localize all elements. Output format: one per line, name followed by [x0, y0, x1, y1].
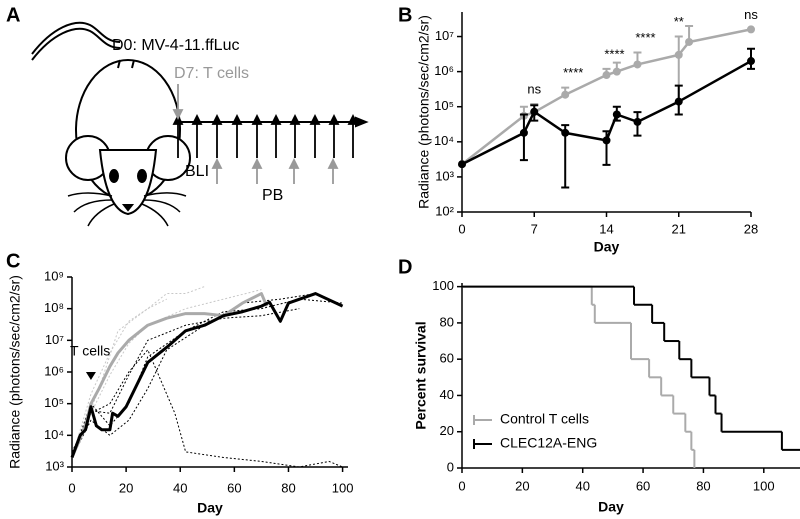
x-axis-label: Day [197, 500, 223, 516]
x-axis-label: Day [598, 499, 624, 515]
mouse-eye [109, 169, 119, 183]
injection-label: D0: MV-4-11.ffLuc [112, 37, 239, 54]
x-tick-label: 0 [68, 480, 75, 495]
data-point [602, 136, 611, 145]
data-point [747, 25, 755, 34]
bli-arrows [172, 113, 359, 158]
y-tick-label: 10³ [45, 458, 64, 473]
y-tick-label: 10⁴ [44, 427, 64, 442]
series-line [461, 28, 752, 166]
pb-arrows [172, 84, 339, 184]
y-tick-label: 10⁵ [44, 395, 64, 410]
y-tick-label: 10³ [435, 168, 454, 183]
series-line [71, 349, 343, 468]
mouse-head [98, 149, 158, 216]
series-line [70, 292, 344, 458]
data-point [530, 107, 539, 116]
data-point [633, 60, 642, 69]
significance: **** [563, 65, 583, 80]
significance: ns [527, 81, 541, 96]
significance: ns [744, 7, 758, 22]
x-tick-label: 14 [599, 221, 613, 236]
series-line [70, 292, 269, 459]
tail [31, 21, 121, 55]
whiskers [67, 192, 187, 227]
pb-label: PB [262, 187, 283, 204]
y-axis-label: Radiance (photons/sec/cm2/sr) [416, 15, 432, 209]
treatment-label: D7: T cells [174, 65, 249, 82]
y-tick-label: 60 [440, 351, 454, 366]
x-tick-label: 20 [119, 480, 133, 495]
series-line [71, 286, 205, 458]
significance: **** [635, 30, 655, 45]
x-tick-label: 100 [753, 478, 775, 493]
y-tick-label: 10⁶ [44, 363, 64, 378]
series-line [71, 298, 343, 458]
x-tick-label: 0 [458, 478, 465, 493]
y-tick-label: 10² [435, 203, 454, 218]
x-tick-label: 80 [281, 480, 295, 495]
data-point [602, 71, 611, 80]
x-tick-label: 60 [227, 480, 241, 495]
panel-label: A [6, 4, 20, 26]
x-tick-label: 80 [696, 478, 710, 493]
data-point [674, 97, 683, 106]
x-tick-label: 60 [636, 478, 650, 493]
x-tick-label: 20 [515, 478, 529, 493]
x-tick-label: 40 [575, 478, 589, 493]
legend-label: CLEC12A-ENG [500, 435, 597, 451]
data-point [519, 128, 528, 137]
y-tick-label: 10⁹ [44, 268, 64, 283]
mouse-nose [121, 204, 135, 212]
data-point [685, 37, 694, 46]
error-bar [519, 113, 528, 162]
panel-label: C [6, 250, 20, 272]
y-tick-label: 20 [440, 423, 454, 438]
data-point [674, 50, 683, 59]
y-tick-label: 100 [432, 278, 454, 293]
data-point [612, 67, 621, 76]
x-tick-label: 28 [744, 221, 758, 236]
x-tick-label: 0 [458, 221, 465, 236]
significance: ** [674, 14, 684, 29]
panel-a [29, 20, 369, 227]
data-point [561, 128, 570, 137]
legend-label: Control T cells [500, 411, 589, 427]
x-tick-label: 21 [672, 221, 686, 236]
annotation: T cells [70, 343, 110, 359]
legend-swatch [473, 439, 492, 449]
data-point [633, 117, 642, 126]
bli-label: BLI [185, 163, 209, 180]
mouse-eye [137, 169, 147, 183]
data-point [747, 57, 755, 66]
tail [31, 27, 121, 61]
y-axis-label: Radiance (photons/sec/cm2/sr) [7, 275, 23, 469]
series-line [71, 308, 300, 455]
y-tick-label: 10⁷ [435, 28, 454, 43]
panel-label: D [398, 256, 412, 278]
data-point [612, 110, 621, 119]
annotation-marker [85, 372, 96, 380]
y-tick-label: 10⁴ [434, 133, 454, 148]
y-tick-label: 0 [447, 459, 454, 474]
x-tick-label: 7 [531, 221, 538, 236]
y-tick-label: 10⁶ [434, 63, 454, 78]
panel-label: B [398, 4, 412, 26]
y-tick-label: 80 [440, 314, 454, 329]
y-tick-label: 40 [440, 387, 454, 402]
mouse-feet [117, 59, 135, 69]
y-tick-label: 10⁵ [434, 98, 454, 113]
legend-swatch [473, 415, 492, 425]
x-tick-label: 40 [173, 480, 187, 495]
y-tick-label: 10⁸ [44, 300, 64, 315]
y-tick-label: 10⁷ [45, 332, 64, 347]
x-tick-label: 100 [332, 480, 354, 495]
data-point [458, 160, 466, 169]
x-axis-label: Day [594, 239, 620, 255]
data-point [561, 90, 570, 99]
y-axis-label: Percent survival [413, 321, 429, 429]
significance: **** [604, 46, 624, 61]
